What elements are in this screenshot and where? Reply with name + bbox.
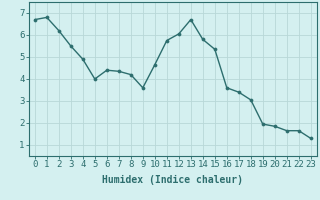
X-axis label: Humidex (Indice chaleur): Humidex (Indice chaleur) [102,175,243,185]
